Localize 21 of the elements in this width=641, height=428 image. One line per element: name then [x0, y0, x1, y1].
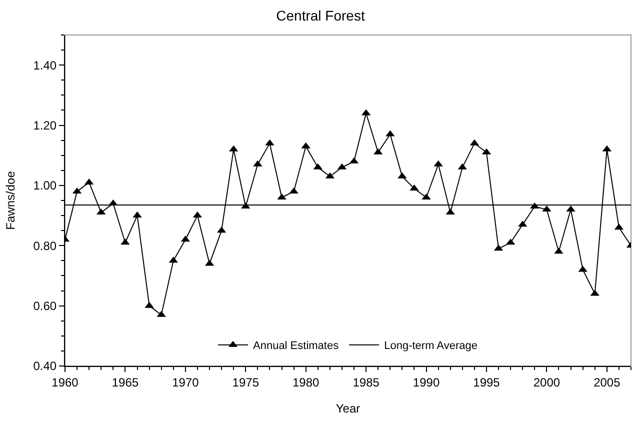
x-tick-label: 1985: [352, 375, 380, 390]
x-tick-label: 1960: [52, 375, 79, 390]
chart-title: Central Forest: [276, 8, 365, 24]
y-tick-label: 1.00: [33, 178, 57, 193]
x-tick-label: 1980: [292, 375, 320, 390]
y-axis-title: Fawns/doe: [4, 170, 18, 230]
y-tick-label: 0.40: [33, 359, 57, 374]
y-tick-label: 1.20: [33, 118, 57, 132]
x-tick-label: 2000: [533, 375, 560, 390]
x-tick-label: 1965: [112, 375, 139, 390]
x-tick-label: 1995: [473, 375, 500, 390]
legend-label: Annual Estimates: [253, 340, 340, 352]
x-tick-label: 1990: [412, 375, 440, 390]
y-tick-label: 1.40: [33, 58, 57, 72]
x-tick-label: 2005: [594, 375, 621, 390]
legend-label: Long-term Average: [384, 340, 478, 352]
x-tick-label: 1970: [172, 375, 200, 390]
y-tick-label: 0.60: [33, 299, 57, 314]
x-axis-title: Year: [336, 401, 360, 416]
x-tick-label: 1975: [232, 375, 260, 390]
y-tick-label: 0.80: [33, 238, 57, 253]
